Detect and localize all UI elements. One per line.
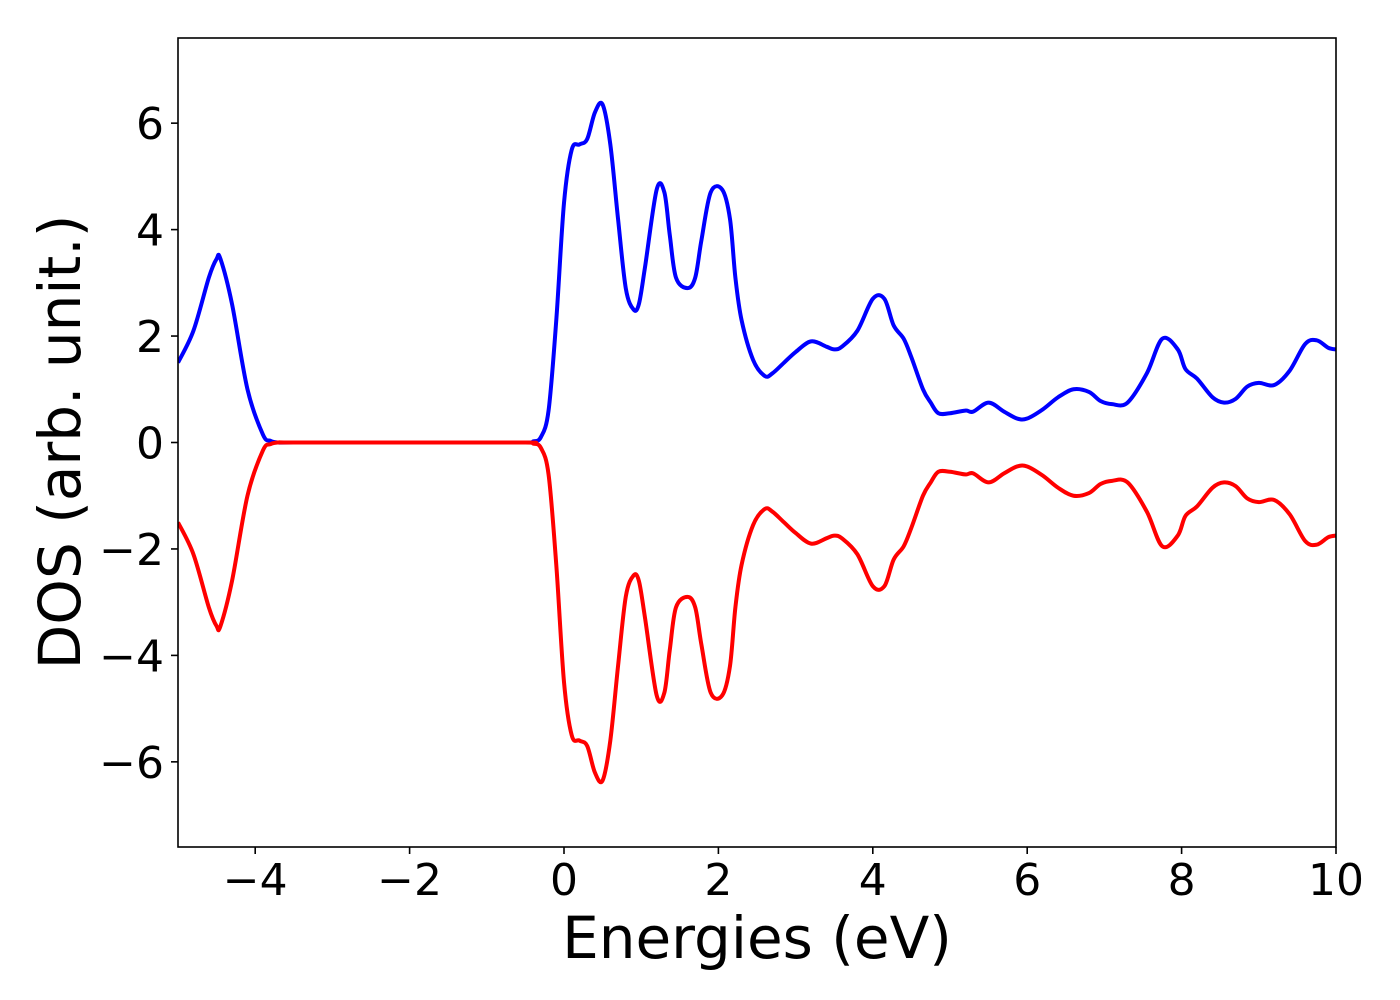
x-tick-label: 4 — [859, 855, 887, 906]
y-tick-label: −2 — [99, 525, 164, 576]
series-line-0 — [178, 100, 1336, 445]
x-axis-ticks: −4 −2 0 2 4 6 8 10 — [223, 847, 1364, 906]
x-tick-label: 8 — [1168, 855, 1196, 906]
y-tick-label: 0 — [136, 419, 164, 470]
x-tick-label: 2 — [704, 855, 732, 906]
y-tick-label: −4 — [99, 631, 164, 682]
x-tick-label: −2 — [377, 855, 442, 906]
x-tick-label: 0 — [550, 855, 578, 906]
y-axis-label: DOS (arb. unit.) — [26, 215, 94, 670]
y-tick-label: 6 — [136, 99, 164, 150]
y-axis-ticks: −6 −4 −2 0 2 4 6 — [99, 99, 178, 789]
series-line-1 — [178, 440, 1336, 785]
y-tick-label: 2 — [136, 312, 164, 363]
y-tick-label: −6 — [99, 738, 164, 789]
series-layer — [178, 100, 1336, 785]
y-tick-label: 4 — [136, 206, 164, 257]
x-tick-label: 6 — [1013, 855, 1041, 906]
x-tick-label: 10 — [1308, 855, 1364, 906]
x-tick-label: −4 — [223, 855, 288, 906]
x-axis-label: Energies (eV) — [562, 904, 952, 972]
